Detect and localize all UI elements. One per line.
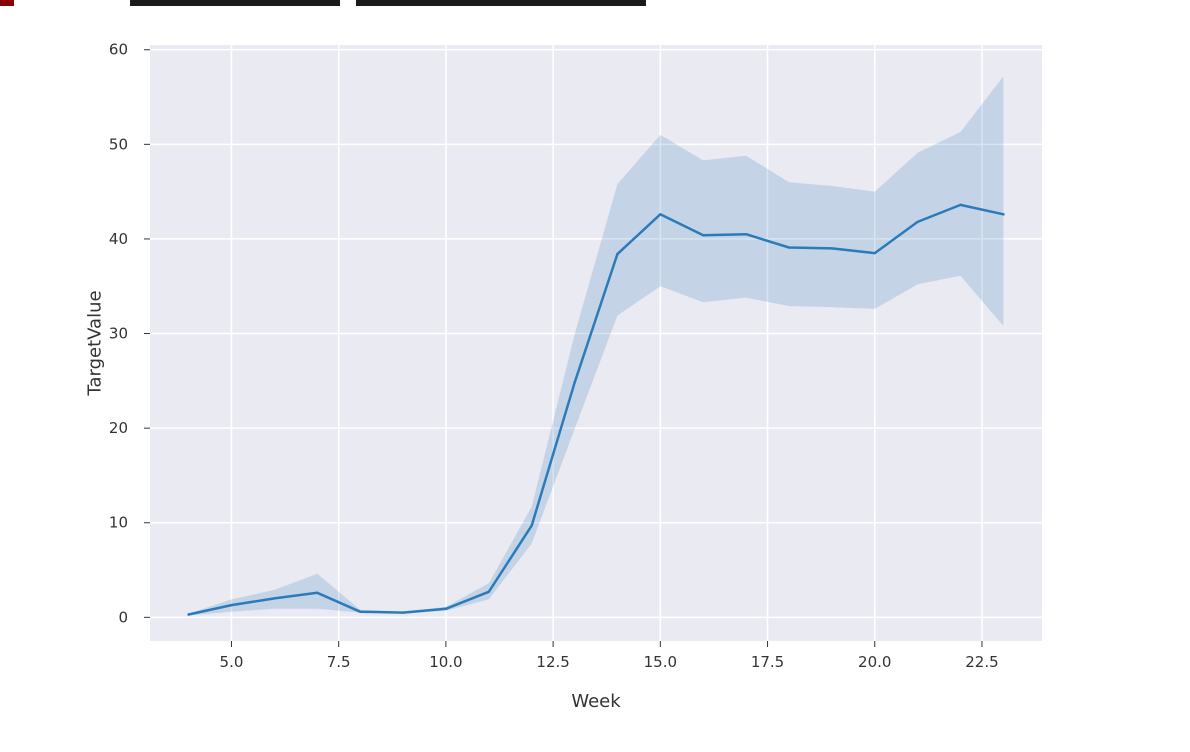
y-tick-label: 40 [109,230,128,248]
data-point [273,597,276,600]
confidence-band [188,76,1004,616]
grid-lines [150,45,1042,641]
data-point [230,603,233,607]
x-tick-label: 5.0 [220,653,244,671]
x-tick-label: 12.5 [536,653,569,671]
data-point [358,610,362,613]
y-tick-label: 50 [109,135,128,153]
y-tick-label: 60 [109,41,128,59]
data-points [187,203,1005,616]
x-tick-label: 7.5 [327,653,351,671]
data-point [530,524,533,527]
x-tick-label: 15.0 [644,653,677,671]
data-point [1002,213,1005,216]
data-point [959,203,962,207]
y-tick-label: 10 [109,514,128,532]
y-tick-label: 0 [118,608,128,626]
y-axis-label: TargetValue [84,290,105,396]
data-point [916,220,919,224]
data-point [401,611,405,614]
cropped-text-fragment [130,0,340,6]
cropped-header-fragment [0,0,1190,8]
x-tick-label: 22.5 [965,653,998,671]
data-point [444,607,448,611]
data-point [659,213,662,216]
x-tick-label: 17.5 [751,653,784,671]
x-axis-label: Week [571,691,621,712]
series-line [187,203,1005,616]
y-tick-label: 30 [109,325,128,343]
data-point [702,233,705,237]
data-point [187,613,190,616]
data-point [573,381,576,384]
cropped-text-fragment [0,0,14,6]
data-point [830,247,834,250]
data-point [873,251,876,255]
data-point [787,246,791,249]
y-axis-ticks: 0 10 20 30 40 50 60 [109,41,150,626]
data-point [744,233,748,236]
data-point [616,252,619,256]
data-point [487,590,490,594]
x-axis-ticks: 5.0 7.5 10.0 12.5 15.0 17.5 20.0 22.5 [220,641,999,671]
y-tick-label: 20 [109,419,128,437]
x-tick-label: 20.0 [858,653,891,671]
cropped-text-fragment [356,0,646,6]
data-point [316,591,319,594]
x-tick-label: 10.0 [429,653,462,671]
